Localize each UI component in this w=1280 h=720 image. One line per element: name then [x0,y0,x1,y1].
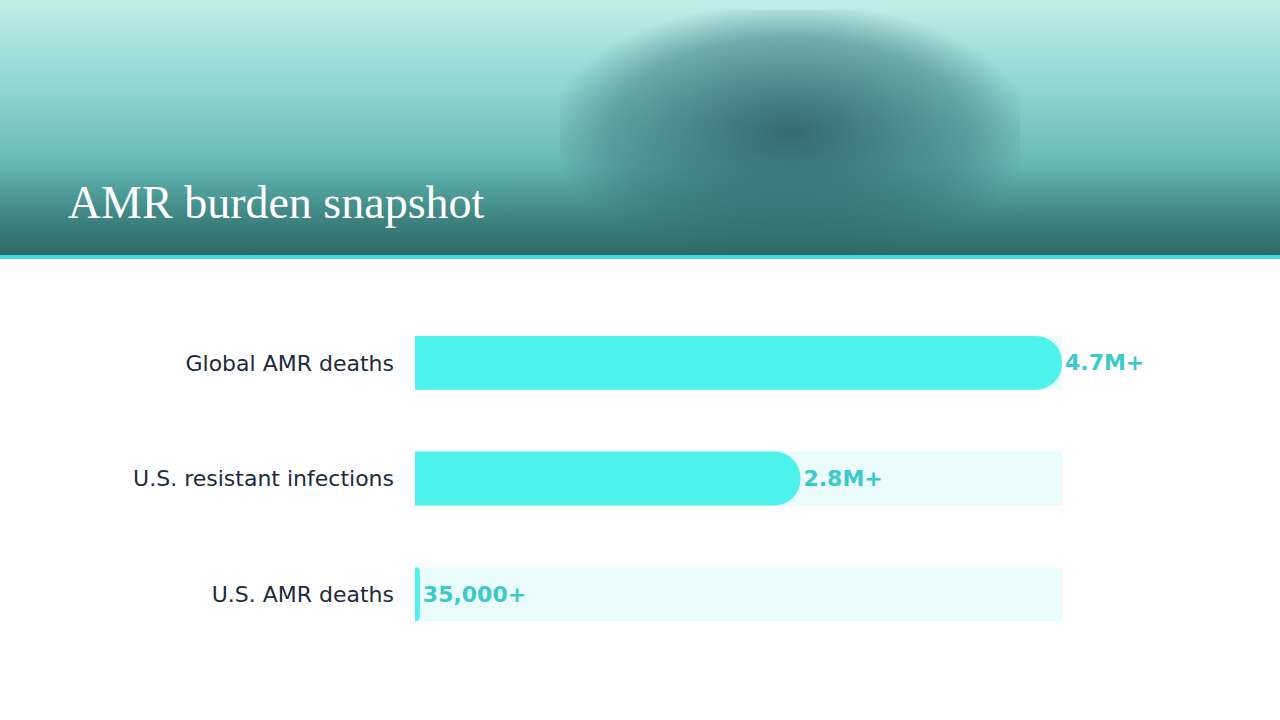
svg-text:U.S. AMR deaths: U.S. AMR deaths [212,582,394,607]
svg-text:35,000+: 35,000+ [423,582,526,607]
svg-text:2.8M+: 2.8M+ [803,466,882,491]
svg-text:Global AMR deaths: Global AMR deaths [186,351,395,376]
svg-text:4.7M+: 4.7M+ [1065,350,1144,375]
svg-text:AMR burden snapshot: AMR burden snapshot [68,177,485,228]
svg-text:U.S. resistant infections: U.S. resistant infections [133,466,394,491]
